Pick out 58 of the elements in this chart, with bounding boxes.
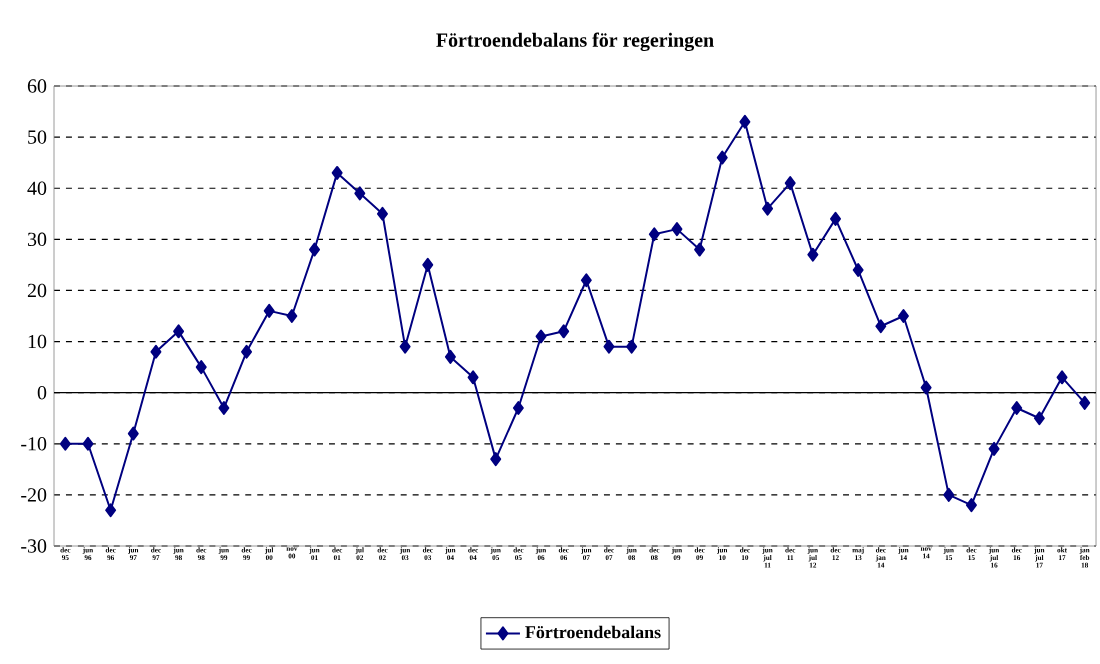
chart-title: Förtroendebalans för regeringen bbox=[436, 32, 714, 52]
point bbox=[218, 401, 230, 415]
point bbox=[422, 257, 434, 272]
legend-label: Förtroendebalans bbox=[525, 625, 661, 639]
point bbox=[648, 227, 660, 242]
point bbox=[1079, 395, 1091, 410]
y-tick-label: 30 bbox=[28, 232, 47, 247]
y-tick-label: 0 bbox=[37, 385, 47, 400]
point bbox=[512, 401, 524, 415]
point bbox=[988, 441, 1000, 456]
point bbox=[830, 211, 841, 226]
point bbox=[535, 329, 547, 344]
point bbox=[331, 165, 343, 180]
point bbox=[399, 339, 411, 354]
point bbox=[626, 339, 638, 354]
point bbox=[286, 309, 298, 323]
point bbox=[603, 339, 615, 354]
point bbox=[558, 324, 570, 339]
y-tick-label: 20 bbox=[27, 283, 47, 298]
point bbox=[82, 436, 94, 451]
point bbox=[1056, 370, 1068, 385]
y-tick-label: -20 bbox=[21, 488, 47, 502]
y-tick-label: 50 bbox=[28, 130, 47, 144]
point bbox=[1011, 401, 1023, 415]
point bbox=[150, 344, 162, 359]
point bbox=[490, 452, 502, 467]
point bbox=[173, 324, 185, 339]
y-tick-label: -30 bbox=[21, 539, 47, 553]
point bbox=[784, 176, 796, 191]
point bbox=[694, 242, 706, 257]
point bbox=[263, 303, 275, 318]
y-tick-label: 60 bbox=[27, 79, 47, 93]
point bbox=[467, 370, 479, 385]
y-tick-label: 40 bbox=[27, 181, 47, 195]
point bbox=[671, 222, 683, 237]
point bbox=[852, 263, 864, 277]
point bbox=[444, 349, 456, 364]
point bbox=[965, 498, 977, 513]
point bbox=[309, 242, 320, 257]
point bbox=[716, 150, 728, 165]
point bbox=[580, 273, 592, 288]
point bbox=[59, 436, 71, 451]
point bbox=[943, 487, 955, 502]
point bbox=[354, 186, 366, 201]
point bbox=[762, 201, 774, 216]
point bbox=[195, 360, 207, 375]
point bbox=[739, 114, 751, 129]
point bbox=[920, 380, 932, 395]
point bbox=[105, 503, 117, 518]
point bbox=[1033, 411, 1045, 426]
point bbox=[241, 344, 253, 359]
y-tick-label: -10 bbox=[21, 437, 47, 451]
point bbox=[897, 309, 909, 323]
point bbox=[127, 426, 139, 441]
point bbox=[875, 319, 887, 334]
y-tick-label: 10 bbox=[28, 334, 47, 349]
point bbox=[376, 206, 388, 221]
point bbox=[807, 247, 819, 262]
